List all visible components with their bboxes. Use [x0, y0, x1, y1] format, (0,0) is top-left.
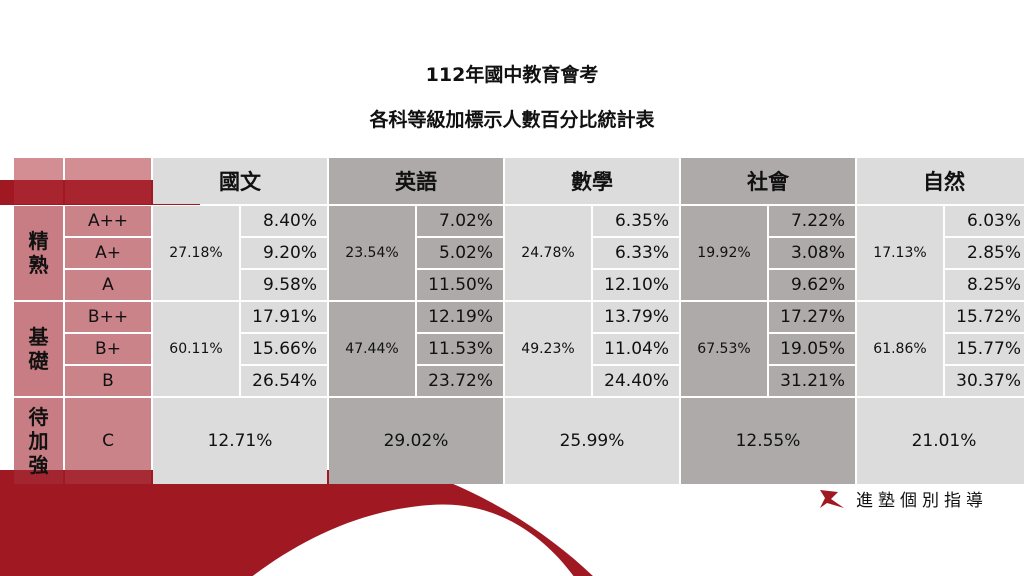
- proficient-total-english: 23.54%: [329, 206, 415, 300]
- grade-value: 9.58%: [241, 270, 327, 300]
- category-label-proficient: 精 熟: [14, 206, 63, 300]
- grade-value: 8.40%: [241, 206, 327, 236]
- grade-value: 6.33%: [593, 238, 679, 268]
- category-char: 熟: [28, 253, 49, 277]
- category-label-basic: 基 礎: [14, 302, 63, 396]
- grade-value: 31.21%: [769, 366, 855, 396]
- proficient-total-chinese: 27.18%: [153, 206, 239, 300]
- grade-value: 12.10%: [593, 270, 679, 300]
- basic-total-social: 67.53%: [681, 302, 767, 396]
- grade-value: 30.37%: [945, 366, 1024, 396]
- page-title: 112年國中教育會考: [425, 64, 599, 86]
- subject-header-math: 數學: [505, 158, 679, 204]
- c-grade-chinese: 12.71%: [153, 398, 327, 484]
- grade-value: 11.50%: [417, 270, 503, 300]
- grade-label: B++: [65, 302, 151, 332]
- grade-label: B+: [65, 334, 151, 364]
- grade-value: 26.54%: [241, 366, 327, 396]
- grade-value: 15.66%: [241, 334, 327, 364]
- grade-value: 6.35%: [593, 206, 679, 236]
- proficient-total-science: 17.13%: [857, 206, 943, 300]
- grade-value: 23.72%: [417, 366, 503, 396]
- grade-value: 8.25%: [945, 270, 1024, 300]
- category-char: 待: [28, 405, 49, 429]
- category-label-needs-improvement: 待 加 強: [14, 398, 63, 484]
- subject-header-chinese: 國文: [153, 158, 327, 204]
- grade-value: 15.72%: [945, 302, 1024, 332]
- category-char: 基: [28, 325, 49, 349]
- swoosh-white-curve: [252, 504, 574, 576]
- proficient-total-social: 19.92%: [681, 206, 767, 300]
- c-grade-math: 25.99%: [505, 398, 679, 484]
- grade-value: 6.03%: [945, 206, 1024, 236]
- grade-value: 7.02%: [417, 206, 503, 236]
- grade-value: 11.53%: [417, 334, 503, 364]
- grade-value: 2.85%: [945, 238, 1024, 268]
- brand-logo: 進塾個別指導: [818, 486, 988, 511]
- grade-value: 13.79%: [593, 302, 679, 332]
- grade-value: 5.02%: [417, 238, 503, 268]
- category-char: 強: [28, 453, 49, 477]
- brand-name: 進塾個別指導: [856, 491, 988, 511]
- grade-value: 12.19%: [417, 302, 503, 332]
- grade-value: 11.04%: [593, 334, 679, 364]
- basic-total-science: 61.86%: [857, 302, 943, 396]
- grade-value: 9.62%: [769, 270, 855, 300]
- grade-value: 24.40%: [593, 366, 679, 396]
- basic-total-chinese: 60.11%: [153, 302, 239, 396]
- grade-value: 17.91%: [241, 302, 327, 332]
- subject-header-english: 英語: [329, 158, 503, 204]
- category-char: 礎: [28, 349, 49, 373]
- grade-value: 9.20%: [241, 238, 327, 268]
- page-subtitle: 各科等級加標示人數百分比統計表: [369, 109, 655, 131]
- basic-total-math: 49.23%: [505, 302, 591, 396]
- statistics-table: 國文 英語 數學 社會 自然 精 熟 基 礎 待 加 強 A++ A+ A B+…: [14, 158, 1024, 484]
- subject-header-science: 自然: [857, 158, 1024, 204]
- grade-label: A+: [65, 238, 151, 268]
- proficient-total-math: 24.78%: [505, 206, 591, 300]
- grade-label: A: [65, 270, 151, 300]
- grade-label: C: [65, 398, 151, 484]
- grade-value: 3.08%: [769, 238, 855, 268]
- brand-logo-icon: [820, 489, 844, 508]
- table-corner-cell: [14, 158, 63, 204]
- grade-value: 15.77%: [945, 334, 1024, 364]
- grade-label: A++: [65, 206, 151, 236]
- c-grade-science: 21.01%: [857, 398, 1024, 484]
- grade-label: B: [65, 366, 151, 396]
- basic-total-english: 47.44%: [329, 302, 415, 396]
- table-corner-cell: [65, 158, 151, 204]
- c-grade-social: 12.55%: [681, 398, 855, 484]
- grade-value: 19.05%: [769, 334, 855, 364]
- grade-value: 17.27%: [769, 302, 855, 332]
- c-grade-english: 29.02%: [329, 398, 503, 484]
- subject-header-social: 社會: [681, 158, 855, 204]
- category-char: 加: [28, 429, 49, 453]
- grade-value: 7.22%: [769, 206, 855, 236]
- category-char: 精: [28, 229, 49, 253]
